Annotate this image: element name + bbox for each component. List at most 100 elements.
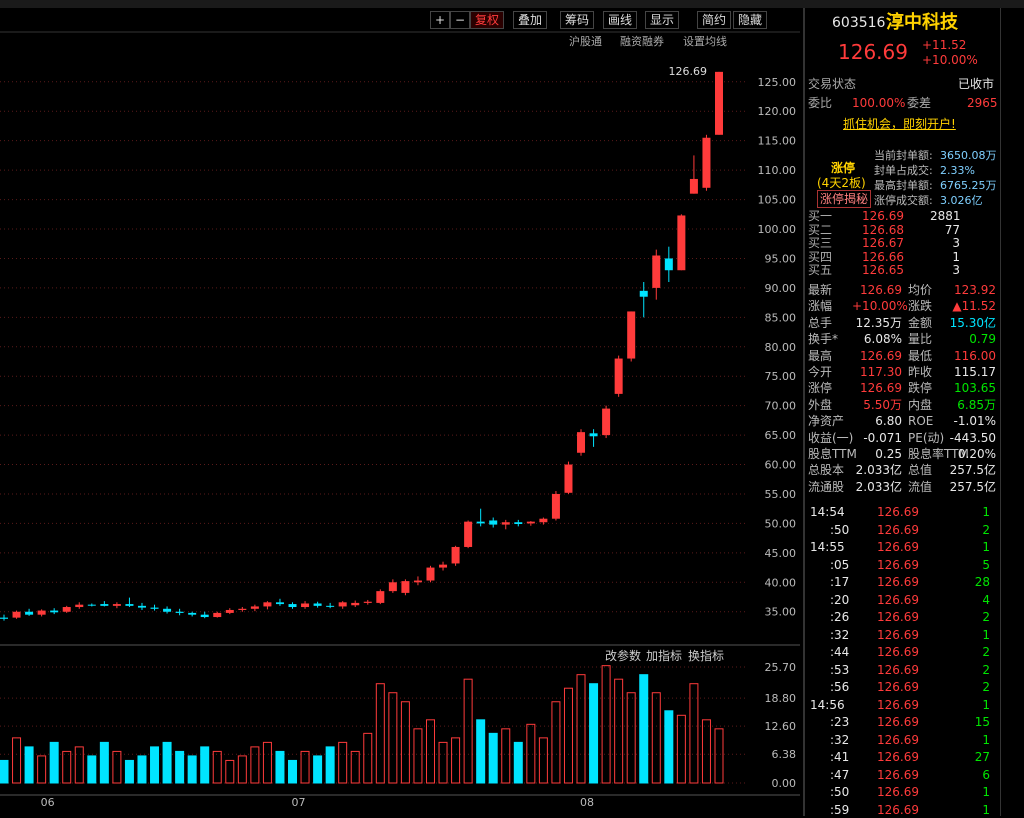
book-volume: 77 — [944, 222, 960, 237]
sub-button[interactable]: 设置均线 — [683, 35, 727, 48]
book-volume: 3 — [952, 236, 960, 250]
x-tick-label: 08 — [580, 796, 594, 809]
tick-volume: 5 — [982, 557, 990, 572]
limit-reveal[interactable]: 涨停揭秘 — [817, 190, 872, 208]
volume-bar — [124, 759, 134, 784]
stat-value: 0.20% — [957, 447, 996, 461]
volume-bar — [300, 750, 310, 784]
stat-value: 116.00 — [954, 348, 996, 363]
banner[interactable]: 抓住机会，即刻开户! — [843, 117, 956, 131]
candle-body — [564, 464, 573, 493]
volume-bar — [701, 719, 711, 784]
tick-price: 126.69 — [877, 557, 919, 572]
stat-value: -443.50 — [949, 430, 996, 445]
book-level: 买五 — [808, 263, 833, 277]
tick-price: 126.69 — [877, 715, 919, 729]
volume-bar — [488, 732, 498, 784]
toolbar-button[interactable]: + — [430, 11, 451, 29]
chart: 126.69 35.00 40.00 45.00 50.00 55.00 60.00 65.… — [0, 31, 800, 809]
volume-bar — [664, 710, 674, 784]
volume-bar — [388, 692, 398, 784]
stat-label: 内盘 — [908, 397, 933, 412]
right-panel — [803, 8, 1002, 816]
tick-time: :47 — [830, 767, 850, 782]
candle-body — [200, 614, 209, 618]
toolbar-button[interactable]: 简约 — [697, 11, 732, 29]
y-tick-label: 105.00 — [758, 194, 797, 207]
tick-price: 126.69 — [877, 505, 919, 519]
tick-time: :17 — [830, 575, 850, 589]
indicator-button[interactable]: 换指标 — [688, 649, 725, 663]
stat-label: 股息率TTM — [908, 447, 969, 461]
stat-label: PE(动) — [908, 430, 945, 445]
tick-volume: 2 — [982, 610, 990, 624]
book-price: 126.68 — [862, 222, 904, 237]
volume-bar — [639, 674, 649, 784]
stat-value: 6.85万 — [957, 397, 996, 412]
stat-value: 126.69 — [860, 283, 902, 297]
sub-button[interactable]: 融资融券 — [620, 35, 664, 48]
tick-time: :05 — [830, 557, 850, 572]
stat-value: 0.79 — [969, 332, 996, 347]
volume-bar — [112, 750, 122, 784]
tick-price: 126.69 — [877, 645, 919, 659]
candle-body — [715, 71, 723, 135]
y-tick-label: 95.00 — [765, 252, 797, 265]
tick-volume: 2 — [982, 662, 990, 677]
volume-bar — [325, 746, 335, 784]
candle-body — [288, 604, 297, 608]
tick-time: :44 — [830, 645, 850, 659]
toolbar-button[interactable]: − — [450, 11, 471, 29]
stat-label: 涨停 — [808, 381, 833, 396]
stat-label: 最新 — [808, 283, 833, 297]
tick-time: :23 — [830, 715, 850, 729]
indicator-button[interactable]: 加指标 — [646, 649, 683, 663]
y-tick-label: 125.00 — [758, 76, 797, 89]
book-price: 126.69 — [862, 209, 904, 223]
candle-body — [639, 290, 648, 297]
candle-body — [489, 520, 498, 525]
toolbar-button[interactable]: 筹码 — [560, 11, 595, 29]
wb: 100.00% — [852, 96, 906, 110]
top-strip — [0, 0, 1024, 8]
toolbar-button[interactable]: 复权 — [470, 11, 505, 29]
candle-body — [175, 611, 184, 613]
volume-bar — [651, 692, 661, 784]
book-volume: 1 — [952, 249, 960, 264]
tick-time: 14:54 — [810, 505, 845, 519]
candle-body — [476, 521, 485, 524]
indicator-button[interactable]: 改参数 — [605, 649, 642, 663]
stat-label: 流值 — [908, 479, 933, 494]
volume-bar — [12, 737, 22, 784]
tick-time: 14:56 — [810, 697, 845, 712]
tick-price: 126.69 — [877, 732, 919, 747]
stat-value: 123.92 — [954, 283, 996, 297]
toolbar-button[interactable]: 隐藏 — [733, 11, 768, 29]
stat-label: 涨幅 — [808, 299, 833, 314]
volume-bar — [463, 678, 473, 784]
limit-value: 2.33% — [940, 164, 975, 177]
tick-time: :53 — [830, 662, 850, 677]
toolbar-button[interactable]: 显示 — [645, 11, 680, 29]
volume-tick-label: 12.60 — [765, 720, 797, 733]
tick-time: :32 — [830, 732, 850, 747]
candle-body — [526, 521, 535, 524]
stat-label: 总手 — [808, 315, 833, 330]
toolbar-button[interactable]: 画线 — [603, 11, 638, 29]
limit-value: 3.026亿 — [940, 194, 983, 207]
toolbar-button[interactable]: 叠加 — [513, 11, 548, 29]
y-tick-label: 75.00 — [765, 370, 797, 383]
candle-body — [338, 602, 347, 607]
change: +11.52 — [922, 38, 967, 52]
y-tick-label: 120.00 — [758, 105, 797, 118]
volume-bar — [413, 728, 423, 784]
stat-label: 金额 — [908, 315, 933, 330]
tick-volume: 1 — [982, 802, 990, 817]
stat-label: 量比 — [908, 332, 933, 347]
sub-button[interactable]: 沪股通 — [569, 35, 602, 48]
far-column — [1000, 8, 1024, 816]
tick-time: :56 — [830, 680, 850, 694]
limit-tag: 涨停 — [831, 161, 856, 175]
stat-value: 5.50万 — [863, 397, 902, 412]
status-label: 交易状态 — [808, 77, 857, 91]
